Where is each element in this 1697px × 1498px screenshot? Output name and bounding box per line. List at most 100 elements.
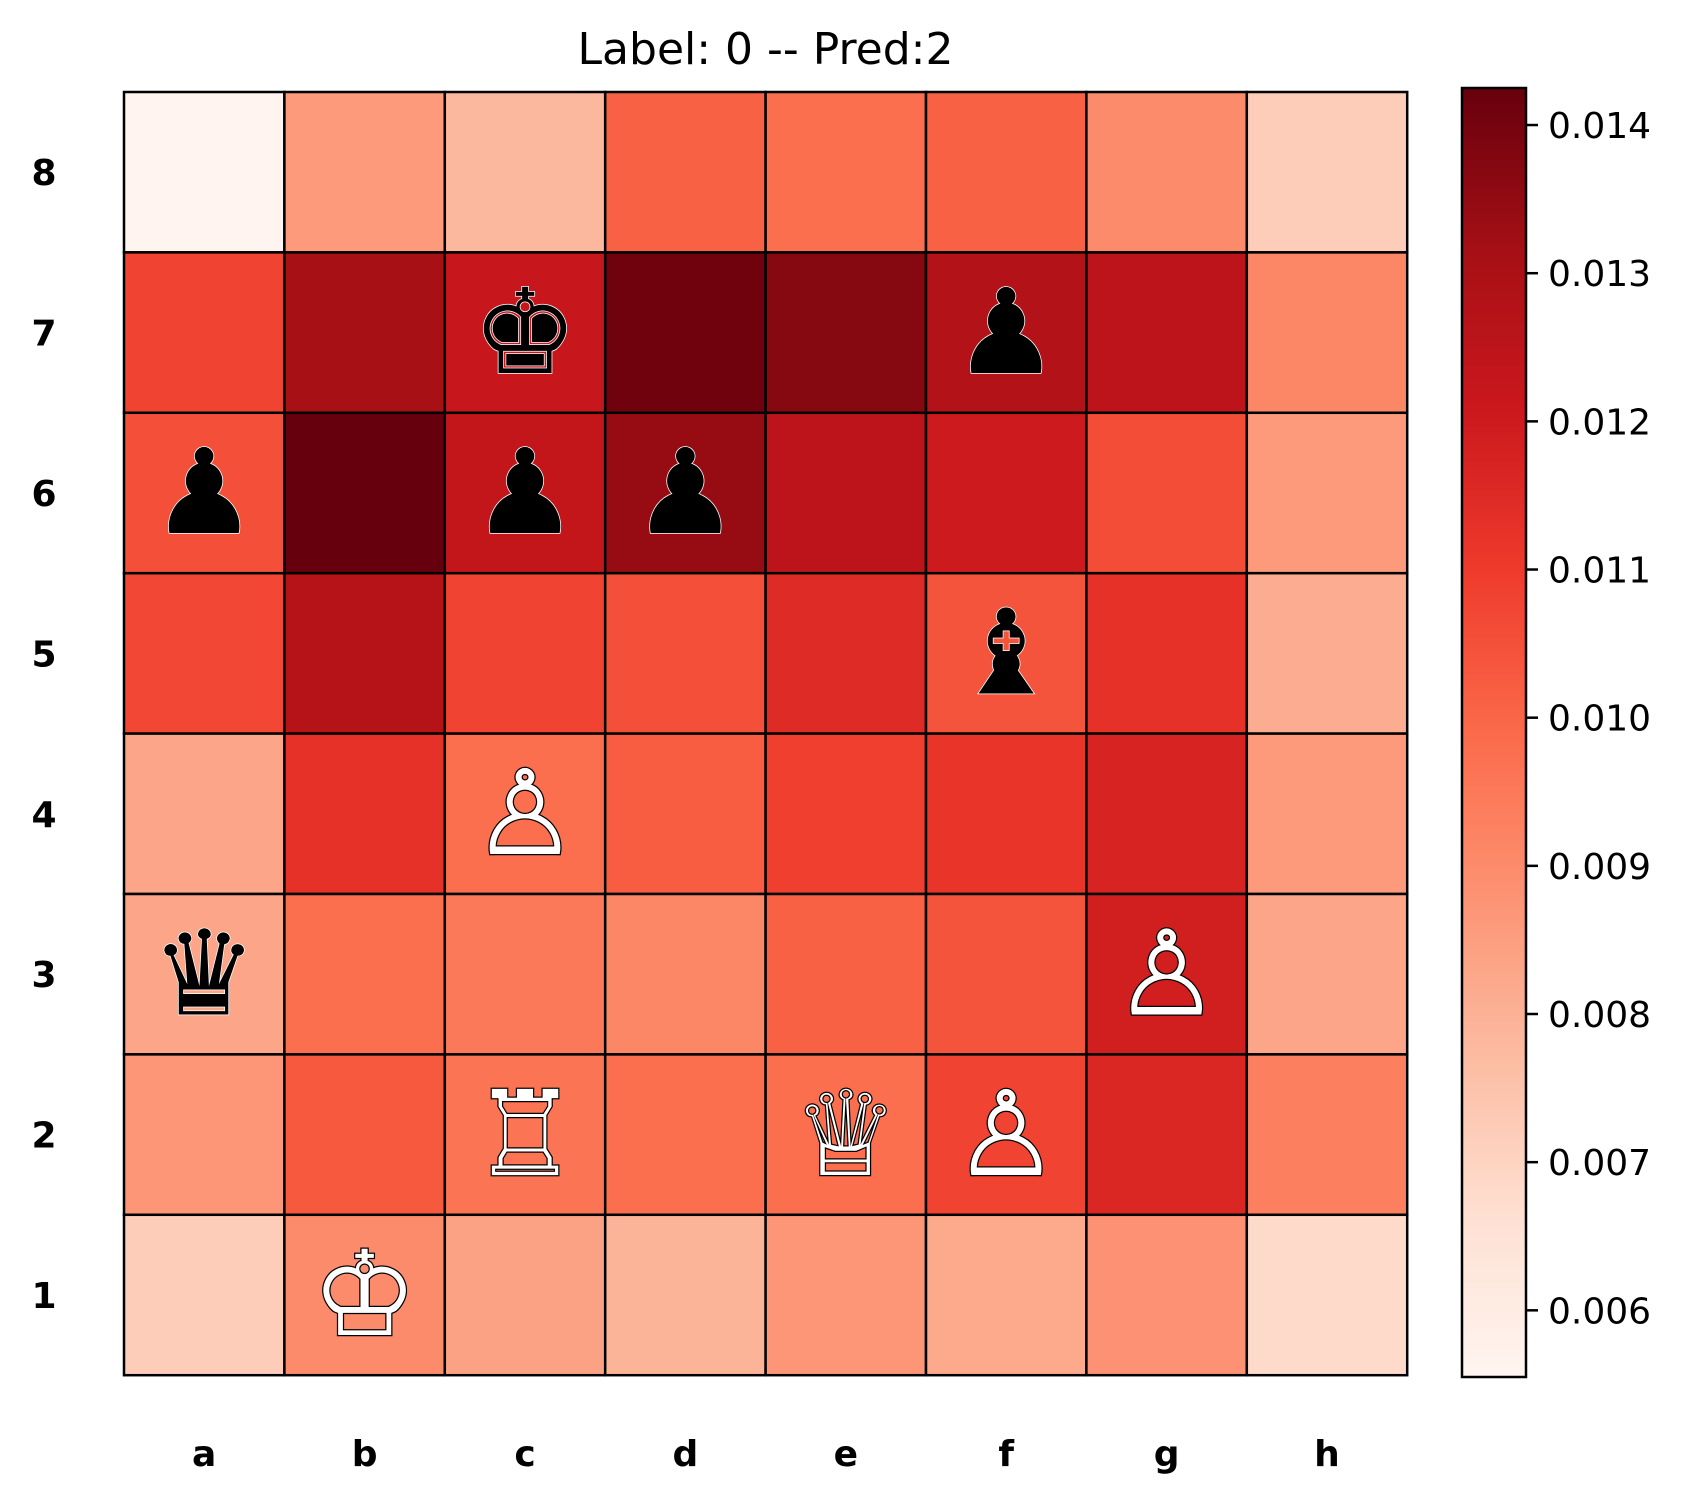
chart-title: Label: 0 -- Pred:2 <box>577 24 954 75</box>
cell-a7 <box>122 251 286 415</box>
colorbar-tick-label: 0.011 <box>1548 551 1651 592</box>
cell-h6 <box>1245 411 1409 575</box>
colorbar-gradient <box>1460 86 1528 1379</box>
cell-b4 <box>283 732 447 896</box>
cell-f4 <box>924 732 1088 896</box>
colorbar-tick-label: 0.010 <box>1548 699 1651 740</box>
cell-g5 <box>1085 571 1249 735</box>
cell-a2 <box>122 1053 286 1217</box>
white-queen-e2: ♕ <box>793 1065 899 1203</box>
colorbar-tick-label: 0.008 <box>1548 995 1651 1036</box>
cell-e8 <box>764 90 928 254</box>
black-pawn-f7: ♟ <box>953 263 1059 401</box>
black-pawn-d6: ♟ <box>633 423 739 561</box>
file-labels: a b c d e f g h <box>192 1434 1340 1475</box>
cell-g1 <box>1085 1213 1249 1377</box>
cell-d4 <box>603 732 767 896</box>
cell-a5 <box>122 571 286 735</box>
white-rook-c2: ♖ <box>472 1065 578 1203</box>
white-pawn-f2: ♙ <box>953 1065 1059 1203</box>
cell-g4 <box>1085 732 1249 896</box>
cell-h2 <box>1245 1053 1409 1217</box>
black-queen-a3: ♛ <box>151 904 257 1042</box>
colorbar-tick-label: 0.013 <box>1548 254 1651 295</box>
file-label-b: b <box>352 1434 378 1475</box>
cell-b7 <box>283 251 447 415</box>
cell-f1 <box>924 1213 1088 1377</box>
cell-d2 <box>603 1053 767 1217</box>
rank-labels: 8 7 6 5 4 3 2 1 <box>31 153 56 1317</box>
file-label-a: a <box>192 1434 216 1475</box>
white-king-b1: ♔ <box>312 1225 418 1363</box>
cell-e3 <box>764 892 928 1056</box>
cell-f2 <box>924 1053 1088 1217</box>
rank-label-3: 3 <box>31 955 56 996</box>
file-label-e: e <box>834 1434 858 1475</box>
white-pawn-g3: ♙ <box>1114 904 1220 1042</box>
cell-b2 <box>283 1053 447 1217</box>
file-label-g: g <box>1154 1434 1180 1475</box>
file-label-h: h <box>1314 1434 1340 1475</box>
cell-g8 <box>1085 90 1249 254</box>
cell-f7 <box>924 251 1088 415</box>
cell-g2 <box>1085 1053 1249 1217</box>
cell-b3 <box>283 892 447 1056</box>
file-label-c: c <box>514 1434 535 1475</box>
black-pawn-a6: ♟ <box>151 423 257 561</box>
colorbar-tick-label: 0.007 <box>1548 1143 1651 1184</box>
cell-c2 <box>443 1053 607 1217</box>
cell-c1 <box>443 1213 607 1377</box>
rank-label-4: 4 <box>31 795 56 836</box>
cell-h7 <box>1245 251 1409 415</box>
black-pawn-c6: ♟ <box>472 423 578 561</box>
cell-b1 <box>283 1213 447 1377</box>
colorbar-tick-label: 0.012 <box>1548 402 1651 443</box>
cell-d5 <box>603 571 767 735</box>
cell-a4 <box>122 732 286 896</box>
heatmap-cells <box>122 90 1409 1377</box>
cell-f3 <box>924 892 1088 1056</box>
cell-h8 <box>1245 90 1409 254</box>
white-pawn-c4: ♙ <box>472 744 578 882</box>
rank-label-1: 1 <box>31 1276 56 1317</box>
cell-e1 <box>764 1213 928 1377</box>
cell-e6 <box>764 411 928 575</box>
cell-h3 <box>1245 892 1409 1056</box>
cell-d7 <box>603 251 767 415</box>
file-label-d: d <box>673 1434 699 1475</box>
black-king-c7: ♚ <box>472 263 578 401</box>
cell-f6 <box>924 411 1088 575</box>
cell-c3 <box>443 892 607 1056</box>
cell-h1 <box>1245 1213 1409 1377</box>
cell-f8 <box>924 90 1088 254</box>
cell-b6 <box>283 411 447 575</box>
cell-d1 <box>603 1213 767 1377</box>
file-label-f: f <box>998 1434 1014 1475</box>
black-bishop-f5: ♝ <box>953 584 1059 722</box>
cell-b8 <box>283 90 447 254</box>
colorbar-tick-label: 0.009 <box>1548 847 1651 888</box>
cell-e7 <box>764 251 928 415</box>
colorbar: 0.006 0.007 0.008 0.009 0.010 0.011 0.012 0.013… <box>1460 86 1651 1379</box>
cell-a8 <box>122 90 286 254</box>
cell-c5 <box>443 571 607 735</box>
cell-e5 <box>764 571 928 735</box>
colorbar-tick-label: 0.014 <box>1548 106 1651 147</box>
cell-d8 <box>603 90 767 254</box>
cell-a3 <box>122 892 286 1056</box>
cell-a6 <box>122 411 286 575</box>
cell-h5 <box>1245 571 1409 735</box>
cell-g6 <box>1085 411 1249 575</box>
rank-label-8: 8 <box>31 153 56 194</box>
rank-label-5: 5 <box>31 634 56 675</box>
rank-label-6: 6 <box>31 474 56 515</box>
cell-h4 <box>1245 732 1409 896</box>
rank-label-2: 2 <box>31 1116 56 1157</box>
cell-b5 <box>283 571 447 735</box>
cell-g3 <box>1085 892 1249 1056</box>
cell-c8 <box>443 90 607 254</box>
cell-e4 <box>764 732 928 896</box>
cell-a1 <box>122 1213 286 1377</box>
cell-c7 <box>443 251 607 415</box>
